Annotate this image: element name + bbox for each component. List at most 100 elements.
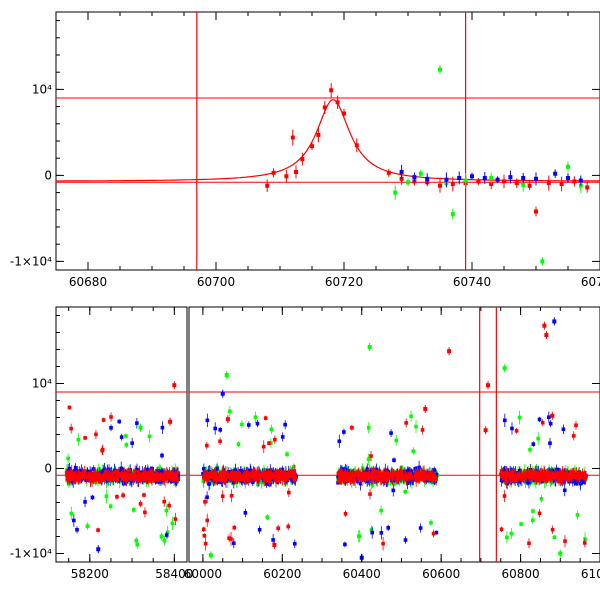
point-marker xyxy=(450,182,455,186)
point-marker xyxy=(161,473,165,477)
point-marker xyxy=(121,493,125,498)
point-marker xyxy=(75,527,79,532)
point-marker xyxy=(373,469,377,474)
point-marker xyxy=(420,471,425,476)
data-point xyxy=(527,181,532,191)
bottom-panel: 5820058400600006020060400606006080061000… xyxy=(10,306,600,581)
data-point xyxy=(566,173,570,183)
point-marker xyxy=(509,531,514,536)
point-marker xyxy=(392,458,396,462)
point-marker xyxy=(170,476,175,481)
point-marker xyxy=(585,185,590,190)
point-marker xyxy=(85,524,90,528)
point-marker xyxy=(358,481,363,486)
top-panel: 60680 60700 60720 60740 60760 -1×10⁴ 0 10⁴ xyxy=(10,11,600,289)
point-marker xyxy=(521,175,526,180)
point-marker xyxy=(264,476,269,481)
point-marker xyxy=(280,435,285,439)
point-marker xyxy=(262,473,266,477)
point-marker xyxy=(144,476,149,481)
point-marker xyxy=(72,469,77,473)
point-marker xyxy=(528,447,532,452)
point-marker xyxy=(165,530,170,535)
point-marker xyxy=(152,475,156,480)
point-marker xyxy=(157,473,161,477)
data-point xyxy=(444,172,449,187)
point-marker xyxy=(113,470,118,474)
point-marker xyxy=(343,542,347,547)
point-marker xyxy=(300,157,305,162)
point-marker xyxy=(207,482,211,486)
point-marker xyxy=(534,209,538,214)
point-marker xyxy=(342,111,346,116)
point-marker xyxy=(69,472,74,477)
point-marker xyxy=(431,531,436,536)
top-y-tick-label: 0 xyxy=(44,168,52,182)
point-marker xyxy=(287,490,291,495)
point-marker xyxy=(395,475,400,479)
point-marker xyxy=(264,471,269,476)
point-marker xyxy=(408,474,412,478)
point-marker xyxy=(129,473,133,477)
point-marker xyxy=(221,470,226,474)
point-marker xyxy=(505,535,509,540)
point-marker xyxy=(396,470,400,475)
point-marker xyxy=(138,425,143,430)
point-marker xyxy=(107,476,112,481)
point-marker xyxy=(376,474,381,478)
point-marker xyxy=(230,475,234,479)
data-point xyxy=(482,172,487,184)
point-marker xyxy=(418,171,423,176)
point-marker xyxy=(566,164,570,169)
point-marker xyxy=(97,479,102,484)
point-marker xyxy=(403,538,408,542)
point-marker xyxy=(87,472,91,476)
data-point xyxy=(514,178,519,188)
point-marker xyxy=(167,471,172,476)
point-marker xyxy=(578,178,583,183)
point-marker xyxy=(279,474,283,479)
point-marker xyxy=(292,469,297,473)
point-marker xyxy=(267,441,271,445)
point-marker xyxy=(159,534,164,539)
point-marker xyxy=(79,477,84,482)
point-marker xyxy=(205,443,209,448)
point-marker xyxy=(139,478,143,483)
point-marker xyxy=(156,478,160,482)
point-marker xyxy=(218,439,222,444)
data-point xyxy=(559,176,564,192)
point-marker xyxy=(232,525,237,530)
data-point xyxy=(566,161,570,172)
data-point xyxy=(386,168,391,177)
data-point xyxy=(450,176,455,192)
point-marker xyxy=(142,493,146,497)
point-marker xyxy=(160,453,164,458)
point-marker xyxy=(113,476,118,481)
point-marker xyxy=(164,508,169,513)
point-marker xyxy=(222,475,227,480)
point-marker xyxy=(229,494,234,498)
point-marker xyxy=(232,477,236,481)
point-marker xyxy=(214,475,219,480)
point-marker xyxy=(236,442,241,446)
point-marker xyxy=(369,528,374,532)
point-marker xyxy=(562,488,567,493)
point-cluster xyxy=(499,410,588,549)
point-marker xyxy=(561,427,566,432)
point-marker xyxy=(277,477,282,482)
point-marker xyxy=(246,478,251,483)
point-marker xyxy=(414,424,418,429)
point-marker xyxy=(263,416,268,420)
point-marker xyxy=(351,473,356,477)
point-marker xyxy=(521,182,526,187)
point-marker xyxy=(234,477,238,481)
point-marker xyxy=(163,474,167,478)
point-marker xyxy=(409,414,413,419)
point-marker xyxy=(264,482,269,486)
point-marker xyxy=(393,471,398,476)
point-marker xyxy=(215,466,219,471)
point-marker xyxy=(205,495,209,499)
point-marker xyxy=(99,477,104,482)
point-marker xyxy=(432,468,437,472)
